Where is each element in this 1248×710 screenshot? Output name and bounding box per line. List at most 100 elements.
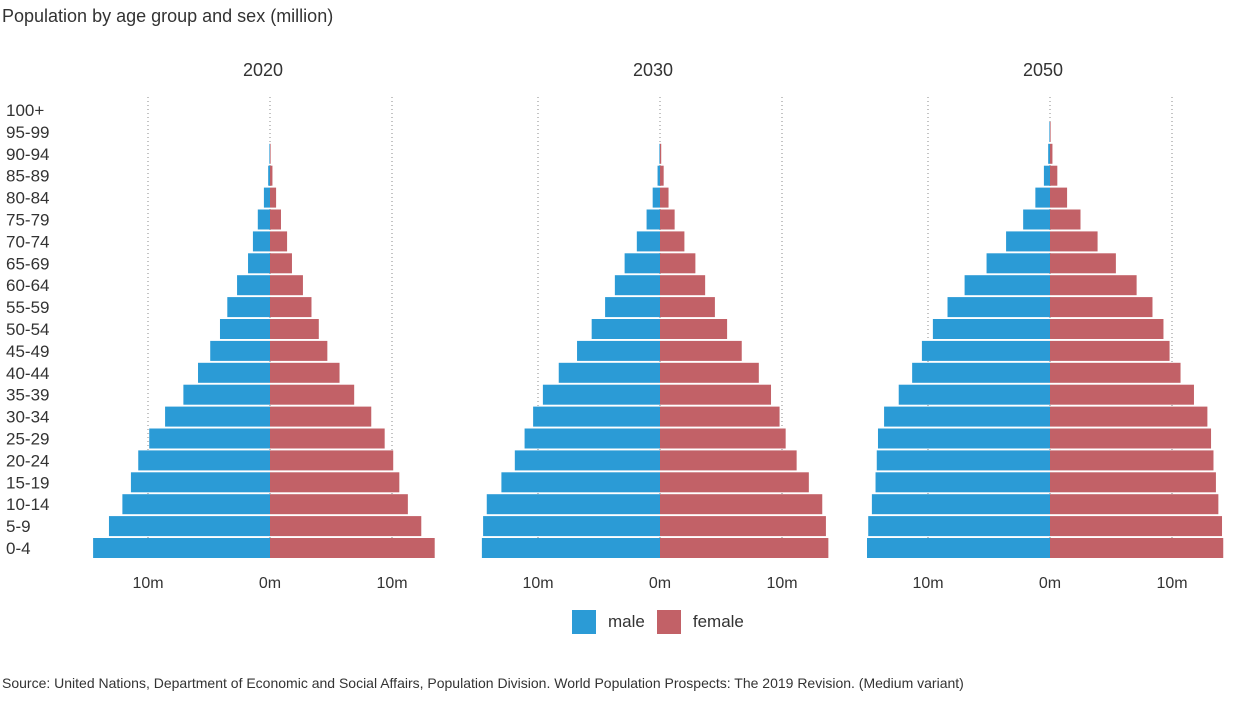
bar-2050-female-85-89 bbox=[1050, 165, 1058, 186]
bar-2050-male-60-64 bbox=[964, 275, 1050, 296]
bar-2050-male-50-54 bbox=[932, 319, 1050, 339]
bar-2050-male-5-9 bbox=[868, 516, 1050, 537]
bar-2030-male-70-74 bbox=[636, 231, 660, 252]
bar-2050-male-20-24 bbox=[876, 450, 1050, 471]
age-label-15-19: 15-19 bbox=[6, 473, 49, 492]
bar-2030-female-65-69 bbox=[660, 253, 696, 274]
bar-2050-female-0-4 bbox=[1050, 538, 1224, 558]
bar-2030-male-80-84 bbox=[652, 187, 660, 208]
bar-2020-male-65-69 bbox=[248, 253, 270, 274]
bar-2050-female-90-94 bbox=[1050, 143, 1053, 164]
legend-swatch-female bbox=[656, 610, 681, 634]
bar-2050-female-65-69 bbox=[1050, 253, 1116, 274]
age-label-90-94: 90-94 bbox=[6, 145, 49, 164]
tick-label-2030-0: 10m bbox=[522, 575, 553, 592]
bar-2050-male-80-84 bbox=[1035, 187, 1050, 208]
bar-2030-female-0-4 bbox=[660, 538, 829, 558]
bar-2030-male-55-59 bbox=[605, 297, 660, 318]
bar-2050-male-45-49 bbox=[921, 340, 1050, 361]
bar-2020-female-20-24 bbox=[270, 450, 394, 471]
bar-2030-female-30-34 bbox=[660, 406, 780, 427]
bar-2050-male-55-59 bbox=[947, 297, 1050, 318]
bar-2020-male-10-14 bbox=[122, 494, 270, 515]
bar-2050-male-65-69 bbox=[986, 253, 1050, 274]
bar-2030-female-5-9 bbox=[660, 516, 826, 537]
bar-2050-female-20-24 bbox=[1050, 450, 1214, 471]
bar-2030-male-0-4 bbox=[481, 538, 660, 558]
bar-2020-male-45-49 bbox=[210, 340, 270, 361]
bar-2050-male-85-89 bbox=[1043, 165, 1050, 186]
tick-label-2050-1: 0m bbox=[1039, 575, 1061, 592]
bar-2050-female-5-9 bbox=[1050, 516, 1223, 537]
age-label-0-4: 0-4 bbox=[6, 539, 31, 558]
bar-2030-female-40-44 bbox=[660, 362, 759, 383]
bar-2030-female-35-39 bbox=[660, 384, 772, 405]
bar-2020-male-80-84 bbox=[263, 187, 270, 208]
bar-2020-male-75-79 bbox=[257, 209, 270, 230]
age-label-30-34: 30-34 bbox=[6, 408, 49, 427]
bar-2050-male-30-34 bbox=[884, 406, 1050, 427]
bar-2020-female-65-69 bbox=[270, 253, 292, 274]
age-label-40-44: 40-44 bbox=[6, 364, 49, 383]
bar-2050-male-40-44 bbox=[912, 362, 1050, 383]
bar-2030-male-20-24 bbox=[514, 450, 660, 471]
bar-2020-female-80-84 bbox=[270, 187, 277, 208]
bar-2050-male-25-29 bbox=[877, 428, 1050, 449]
bar-2050-female-95-99 bbox=[1050, 121, 1051, 142]
bar-2050-male-15-19 bbox=[875, 472, 1050, 493]
bar-2020-female-15-19 bbox=[270, 472, 400, 493]
bar-2030-female-80-84 bbox=[660, 187, 669, 208]
bar-2030-female-25-29 bbox=[660, 428, 786, 449]
bar-2020-female-50-54 bbox=[270, 319, 319, 339]
bar-2030-male-65-69 bbox=[624, 253, 660, 274]
bar-2020-female-40-44 bbox=[270, 362, 340, 383]
tick-label-2020-2: 10m bbox=[376, 575, 407, 592]
bar-2030-female-15-19 bbox=[660, 472, 809, 493]
age-label-20-24: 20-24 bbox=[6, 451, 49, 470]
bar-2020-male-25-29 bbox=[149, 428, 270, 449]
bar-2020-female-60-64 bbox=[270, 275, 303, 296]
bar-2050-female-70-74 bbox=[1050, 231, 1098, 252]
age-label-50-54: 50-54 bbox=[6, 320, 49, 339]
bar-2050-female-55-59 bbox=[1050, 297, 1153, 318]
panel-title-2020: 2020 bbox=[243, 60, 283, 80]
bar-2050-female-40-44 bbox=[1050, 362, 1181, 383]
bar-2030-male-30-34 bbox=[533, 406, 660, 427]
age-label-80-84: 80-84 bbox=[6, 189, 49, 208]
panel-2030: 2030 10m 0m 10m bbox=[481, 60, 829, 592]
bar-2030-female-90-94 bbox=[660, 143, 662, 164]
panel-title-2050: 2050 bbox=[1023, 60, 1063, 80]
chart-title: Population by age group and sex (million… bbox=[2, 6, 334, 26]
bar-2020-female-0-4 bbox=[270, 538, 435, 558]
bar-2050-male-95-99 bbox=[1049, 121, 1050, 142]
legend-label-female: female bbox=[692, 612, 744, 631]
bar-2020-male-85-89 bbox=[268, 165, 270, 186]
bar-2030-male-40-44 bbox=[558, 362, 660, 383]
age-label-65-69: 65-69 bbox=[6, 254, 49, 273]
tick-label-2050-2: 10m bbox=[1156, 575, 1187, 592]
bar-2020-male-35-39 bbox=[183, 384, 270, 405]
bar-2050-male-35-39 bbox=[898, 384, 1050, 405]
bar-2020-female-55-59 bbox=[270, 297, 312, 318]
age-label-75-79: 75-79 bbox=[6, 211, 49, 230]
bar-2050-male-90-94 bbox=[1048, 143, 1050, 164]
panel-2050: 2050 10m 0m 10m bbox=[867, 60, 1224, 592]
bar-2020-male-20-24 bbox=[138, 450, 270, 471]
tick-label-2050-0: 10m bbox=[912, 575, 943, 592]
age-label-35-39: 35-39 bbox=[6, 386, 49, 405]
bar-2020-male-15-19 bbox=[130, 472, 270, 493]
legend-swatch-male bbox=[572, 610, 596, 634]
bar-2020-female-35-39 bbox=[270, 384, 355, 405]
age-label-10-14: 10-14 bbox=[6, 495, 49, 514]
bar-2030-female-60-64 bbox=[660, 275, 706, 296]
bar-2030-female-85-89 bbox=[660, 165, 664, 186]
bar-2030-male-35-39 bbox=[542, 384, 660, 405]
bar-2050-female-25-29 bbox=[1050, 428, 1212, 449]
legend: male female bbox=[572, 610, 756, 634]
bar-2020-female-5-9 bbox=[270, 516, 422, 537]
bar-2020-male-30-34 bbox=[165, 406, 270, 427]
age-label-60-64: 60-64 bbox=[6, 276, 49, 295]
panel-title-2030: 2030 bbox=[633, 60, 673, 80]
bar-2050-male-10-14 bbox=[871, 494, 1050, 515]
